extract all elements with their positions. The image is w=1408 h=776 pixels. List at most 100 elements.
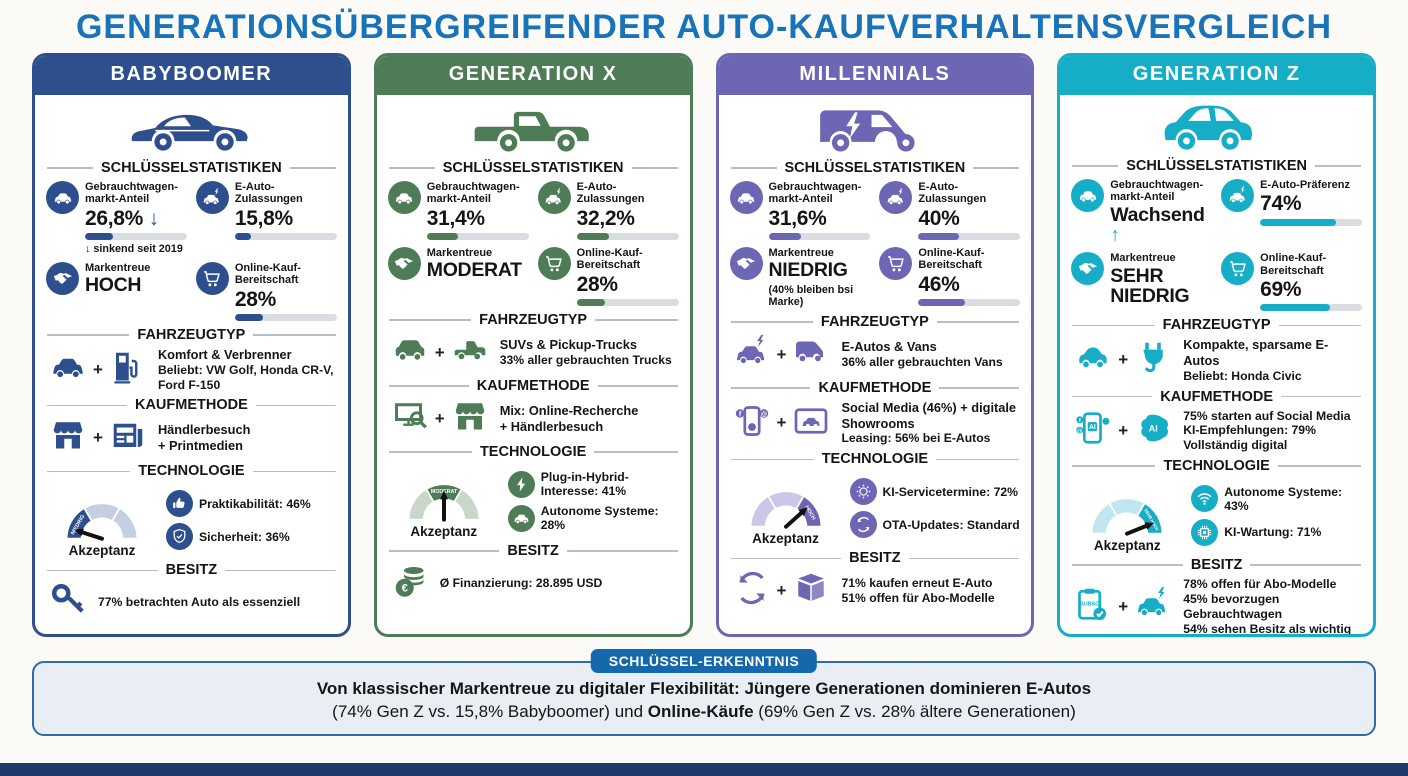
e-car-icon bbox=[537, 181, 571, 214]
stat-item: Gebrauchtwagen-markt-Anteil 31,4% bbox=[387, 181, 529, 241]
technology: MODERAT Akzeptanz Plug-in-Hybrid-Interesse… bbox=[377, 463, 690, 539]
stat-progress-bar bbox=[918, 299, 1021, 307]
section-title-stats: SCHLÜSSELSTATISTIKEN bbox=[1072, 158, 1361, 174]
stat-label: E-Auto-Zulassungen bbox=[234, 181, 303, 206]
info-line: + Händlerbesuch bbox=[499, 418, 604, 434]
section-title-tech: TECHNOLOGIE bbox=[47, 463, 336, 479]
key-insight-box: SCHLÜSSEL-ERKENNTNIS Von klassischer Mar… bbox=[32, 649, 1376, 736]
clipboard-subsc-icon: SUBSC bbox=[1072, 586, 1114, 627]
generation-card-generation-z: GENERATION Z SCHLÜSSELSTATISTIKEN Gebrauch… bbox=[1057, 53, 1376, 637]
info-line: Leasing: 56% bei E-Autos bbox=[841, 431, 991, 446]
stat-progress-bar bbox=[768, 233, 871, 241]
section-title-stats: SCHLÜSSELSTATISTIKEN bbox=[47, 160, 336, 176]
plus-sign: + bbox=[776, 413, 787, 433]
info-line: Beliebt: VW Golf, Honda CR-V, Ford F-150 bbox=[157, 362, 334, 392]
info-line: KI-Empfehlungen: 79% bbox=[1183, 423, 1316, 438]
stat-item: Online-Kauf-Bereitschaft 28% bbox=[195, 262, 337, 322]
refresh-icon bbox=[849, 511, 877, 539]
svg-text:f: f bbox=[738, 411, 741, 418]
vehicle-type: + Kompakte, sparsame E-Autos Beliebt: Hond… bbox=[1060, 337, 1373, 383]
stat-label: Markentreue bbox=[85, 262, 151, 275]
plus-sign: + bbox=[434, 408, 445, 428]
handshake-icon bbox=[46, 262, 79, 296]
section-title-stats: SCHLÜSSELSTATISTIKEN bbox=[389, 160, 678, 176]
technology: SEHR HOCH Akzeptanz Autonome Systeme: 43% K… bbox=[1060, 477, 1373, 553]
stat-item: E-Auto-Zulassungen 40% bbox=[879, 181, 1021, 241]
section-title-tech: TECHNOLOGIE bbox=[389, 444, 678, 460]
plus-sign: + bbox=[776, 580, 787, 600]
box-icon bbox=[790, 570, 832, 611]
acceptance-gauge-block: HOCH Akzeptanz bbox=[728, 470, 844, 546]
generation-card-babyboomer: BABYBOOMER SCHLÜSSELSTATISTIKEN Gebrauchtw… bbox=[32, 53, 351, 637]
purchase-method: + Mix: Online-Recherche + Händlerbesuch bbox=[377, 398, 690, 439]
cart-icon bbox=[195, 262, 229, 296]
stat-label: Online-Kauf-Bereitschaft bbox=[1260, 252, 1327, 277]
section-title-ownership: BESITZ bbox=[389, 543, 678, 559]
purchase-method: + Händlerbesuch + Printmedien bbox=[35, 417, 348, 458]
svg-text:AI: AI bbox=[1089, 424, 1096, 431]
e-car-icon bbox=[1132, 586, 1174, 627]
section-title-vehicle: FAHRZEUGTYP bbox=[389, 312, 678, 328]
info-line: Händlerbesuch bbox=[157, 422, 251, 438]
tech-item: Autonome Systeme: 28% bbox=[507, 504, 681, 532]
stat-item: Markentreue NIEDRIG (40% bleiben bsi Marke… bbox=[729, 247, 871, 308]
acceptance-gauge: NIEDRIG bbox=[65, 502, 139, 542]
wifi-icon bbox=[1191, 485, 1219, 513]
info-line: SUVs & Pickup-Trucks bbox=[499, 337, 637, 353]
store-icon bbox=[449, 398, 491, 439]
gauge-caption: Akzeptanz bbox=[68, 543, 136, 559]
svg-text:@: @ bbox=[760, 411, 767, 418]
car-icon bbox=[387, 181, 421, 214]
section-title-vehicle: FAHRZEUGTYP bbox=[1072, 317, 1361, 333]
phone-social-icon: f @ bbox=[731, 403, 773, 444]
svg-text:€: € bbox=[401, 583, 408, 595]
stat-progress-bar bbox=[576, 233, 679, 241]
plus-sign: + bbox=[434, 342, 445, 362]
plus-sign: + bbox=[1118, 596, 1129, 616]
tablet-car-icon bbox=[790, 403, 832, 444]
section-title-stats: SCHLÜSSELSTATISTIKEN bbox=[731, 160, 1020, 176]
stat-item: Online-Kauf-Bereitschaft 28% bbox=[537, 247, 679, 307]
stat-label: Markentreue bbox=[1110, 252, 1176, 265]
stat-item: Gebrauchtwagen-markt-Anteil 31,6% bbox=[729, 181, 871, 241]
stat-progress-bar bbox=[1260, 304, 1362, 312]
info-line: 36% aller gebrauchten Vans bbox=[841, 355, 1003, 370]
tech-item: Autonome Systeme: 43% bbox=[1191, 485, 1364, 513]
suv-icon bbox=[389, 332, 431, 373]
acceptance-gauge-block: MODERAT Akzeptanz bbox=[386, 463, 502, 539]
key-statistics: Gebrauchtwagen-markt-Anteil 31,4% E-Auto-Z… bbox=[377, 179, 690, 308]
stat-label: Online-Kauf-Bereitschaft bbox=[918, 247, 985, 272]
stat-label: E-Auto-Zulassungen bbox=[918, 181, 987, 206]
thumb-up-icon bbox=[166, 490, 193, 518]
hero-classic-icon bbox=[35, 100, 348, 156]
section-title-vehicle: FAHRZEUGTYP bbox=[47, 327, 336, 343]
gauge-caption: Akzeptanz bbox=[1093, 538, 1161, 554]
shield-check-icon bbox=[166, 523, 193, 551]
monitor-search-icon bbox=[389, 398, 431, 439]
stat-item: Gebrauchtwagen-markt-Anteil Wachsend ↑ bbox=[1071, 179, 1212, 245]
stat-label: Gebrauchtwagen-markt-Anteil bbox=[85, 181, 178, 206]
plus-sign: + bbox=[93, 359, 103, 379]
tech-item-text: Plug-in-Hybrid-Interesse: 41% bbox=[540, 470, 629, 499]
generation-header-generation-z: GENERATION Z bbox=[1060, 56, 1373, 95]
handshake-icon bbox=[1071, 252, 1105, 286]
stat-item: Gebrauchtwagen-markt-Anteil 26,8% ↓ ↓ sink… bbox=[46, 181, 187, 255]
section-title-purchase: KAUFMETHODE bbox=[47, 397, 336, 413]
plus-sign: + bbox=[1118, 420, 1129, 440]
stat-progress-bar bbox=[1260, 218, 1362, 226]
stat-value: 15,8% bbox=[234, 206, 293, 230]
section-title-purchase: KAUFMETHODE bbox=[731, 380, 1020, 396]
info-line: 71% kaufen erneut E-Auto bbox=[841, 575, 993, 590]
tech-item-text: Sicherheit: 36% bbox=[199, 529, 290, 544]
section-title-ownership: BESITZ bbox=[1072, 557, 1361, 573]
section-title-tech: TECHNOLOGIE bbox=[1072, 458, 1361, 474]
page-title: GENERATIONSÜBERGREIFENDER AUTO-KAUFVERHA… bbox=[75, 8, 1333, 46]
info-line: 75% starten auf Social Media bbox=[1183, 408, 1351, 423]
key-statistics: Gebrauchtwagen-markt-Anteil 26,8% ↓ ↓ sink… bbox=[35, 179, 348, 323]
stat-item: E-Auto-Zulassungen 32,2% bbox=[537, 181, 679, 241]
key-insight-line1: Von klassischer Markentreue zu digitaler… bbox=[316, 679, 1092, 698]
acceptance-gauge: MODERAT bbox=[407, 483, 481, 522]
svg-text:AI: AI bbox=[1149, 424, 1158, 434]
stat-value: 31,6% bbox=[768, 206, 827, 230]
tech-item: Sicherheit: 36% bbox=[166, 523, 339, 551]
